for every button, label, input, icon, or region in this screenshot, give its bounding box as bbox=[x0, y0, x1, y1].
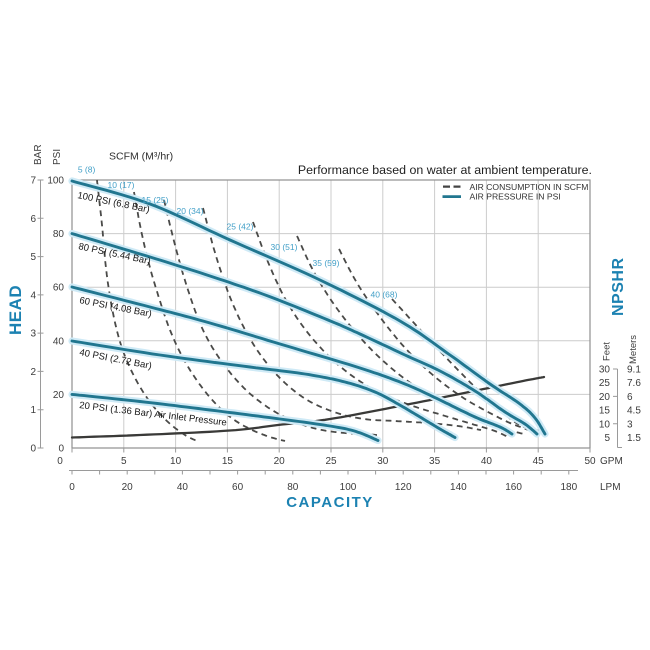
svg-text:80: 80 bbox=[53, 229, 65, 240]
svg-text:3: 3 bbox=[30, 329, 36, 340]
svg-text:40: 40 bbox=[481, 456, 493, 467]
svg-text:35 (59): 35 (59) bbox=[313, 258, 340, 268]
svg-text:Meters: Meters bbox=[628, 335, 639, 364]
svg-text:Feet: Feet bbox=[602, 342, 613, 361]
svg-text:1.5: 1.5 bbox=[627, 433, 641, 444]
svg-text:0: 0 bbox=[69, 482, 75, 493]
svg-text:40: 40 bbox=[177, 482, 189, 493]
svg-text:5 (8): 5 (8) bbox=[78, 164, 96, 174]
svg-text:20: 20 bbox=[122, 482, 134, 493]
svg-text:0: 0 bbox=[30, 444, 36, 455]
svg-text:15: 15 bbox=[599, 406, 611, 417]
svg-text:60: 60 bbox=[53, 283, 65, 294]
svg-text:50: 50 bbox=[584, 456, 596, 467]
svg-text:SCFM (M³/hr): SCFM (M³/hr) bbox=[109, 151, 173, 163]
svg-text:15: 15 bbox=[222, 456, 234, 467]
svg-text:PSI: PSI bbox=[52, 149, 63, 165]
svg-text:10: 10 bbox=[170, 456, 182, 467]
svg-text:NPSHR: NPSHR bbox=[610, 257, 627, 316]
svg-text:LPM: LPM bbox=[600, 482, 621, 493]
svg-text:1: 1 bbox=[30, 405, 36, 416]
svg-text:45: 45 bbox=[533, 456, 545, 467]
svg-text:6: 6 bbox=[627, 392, 633, 403]
svg-text:BAR: BAR bbox=[33, 144, 44, 165]
svg-text:35: 35 bbox=[429, 456, 441, 467]
svg-text:CAPACITY: CAPACITY bbox=[286, 494, 374, 511]
svg-text:20 (34): 20 (34) bbox=[177, 206, 204, 216]
svg-text:AIR CONSUMPTION IN SCFM: AIR CONSUMPTION IN SCFM bbox=[470, 182, 589, 192]
svg-text:120: 120 bbox=[395, 482, 412, 493]
svg-text:10 (17): 10 (17) bbox=[108, 180, 135, 190]
svg-text:5: 5 bbox=[604, 433, 610, 444]
svg-text:180: 180 bbox=[560, 482, 577, 493]
svg-text:Performance based on water at: Performance based on water at ambient te… bbox=[298, 163, 592, 177]
svg-text:20: 20 bbox=[274, 456, 286, 467]
svg-text:0: 0 bbox=[58, 444, 64, 455]
svg-text:HEAD: HEAD bbox=[6, 285, 25, 335]
svg-text:5: 5 bbox=[121, 456, 127, 467]
svg-text:60: 60 bbox=[232, 482, 244, 493]
svg-text:30 (51): 30 (51) bbox=[271, 242, 298, 252]
svg-text:160: 160 bbox=[505, 482, 522, 493]
svg-text:15 (25): 15 (25) bbox=[142, 195, 169, 205]
svg-text:7.6: 7.6 bbox=[627, 378, 641, 389]
svg-text:40 (68): 40 (68) bbox=[371, 290, 398, 300]
svg-text:2: 2 bbox=[30, 367, 36, 378]
svg-text:30: 30 bbox=[599, 365, 611, 376]
svg-text:25: 25 bbox=[325, 456, 337, 467]
svg-text:4.5: 4.5 bbox=[627, 406, 641, 417]
svg-text:7: 7 bbox=[30, 176, 36, 187]
svg-text:GPM: GPM bbox=[600, 456, 623, 467]
svg-text:0: 0 bbox=[57, 456, 63, 467]
svg-text:100: 100 bbox=[47, 176, 64, 187]
svg-text:5: 5 bbox=[30, 252, 36, 263]
svg-text:80: 80 bbox=[287, 482, 299, 493]
svg-text:30: 30 bbox=[377, 456, 389, 467]
svg-text:10: 10 bbox=[599, 419, 611, 430]
svg-text:20: 20 bbox=[599, 392, 611, 403]
svg-text:40: 40 bbox=[53, 336, 65, 347]
svg-text:25: 25 bbox=[599, 378, 611, 389]
svg-text:4: 4 bbox=[30, 290, 36, 301]
svg-text:25 (42): 25 (42) bbox=[227, 221, 254, 231]
svg-text:100: 100 bbox=[340, 482, 357, 493]
svg-text:6: 6 bbox=[30, 214, 36, 225]
svg-text:AIR PRESSURE IN PSI: AIR PRESSURE IN PSI bbox=[470, 192, 561, 202]
svg-text:9.1: 9.1 bbox=[627, 365, 641, 376]
svg-text:3: 3 bbox=[627, 419, 633, 430]
svg-text:140: 140 bbox=[450, 482, 467, 493]
svg-text:20: 20 bbox=[53, 390, 65, 401]
